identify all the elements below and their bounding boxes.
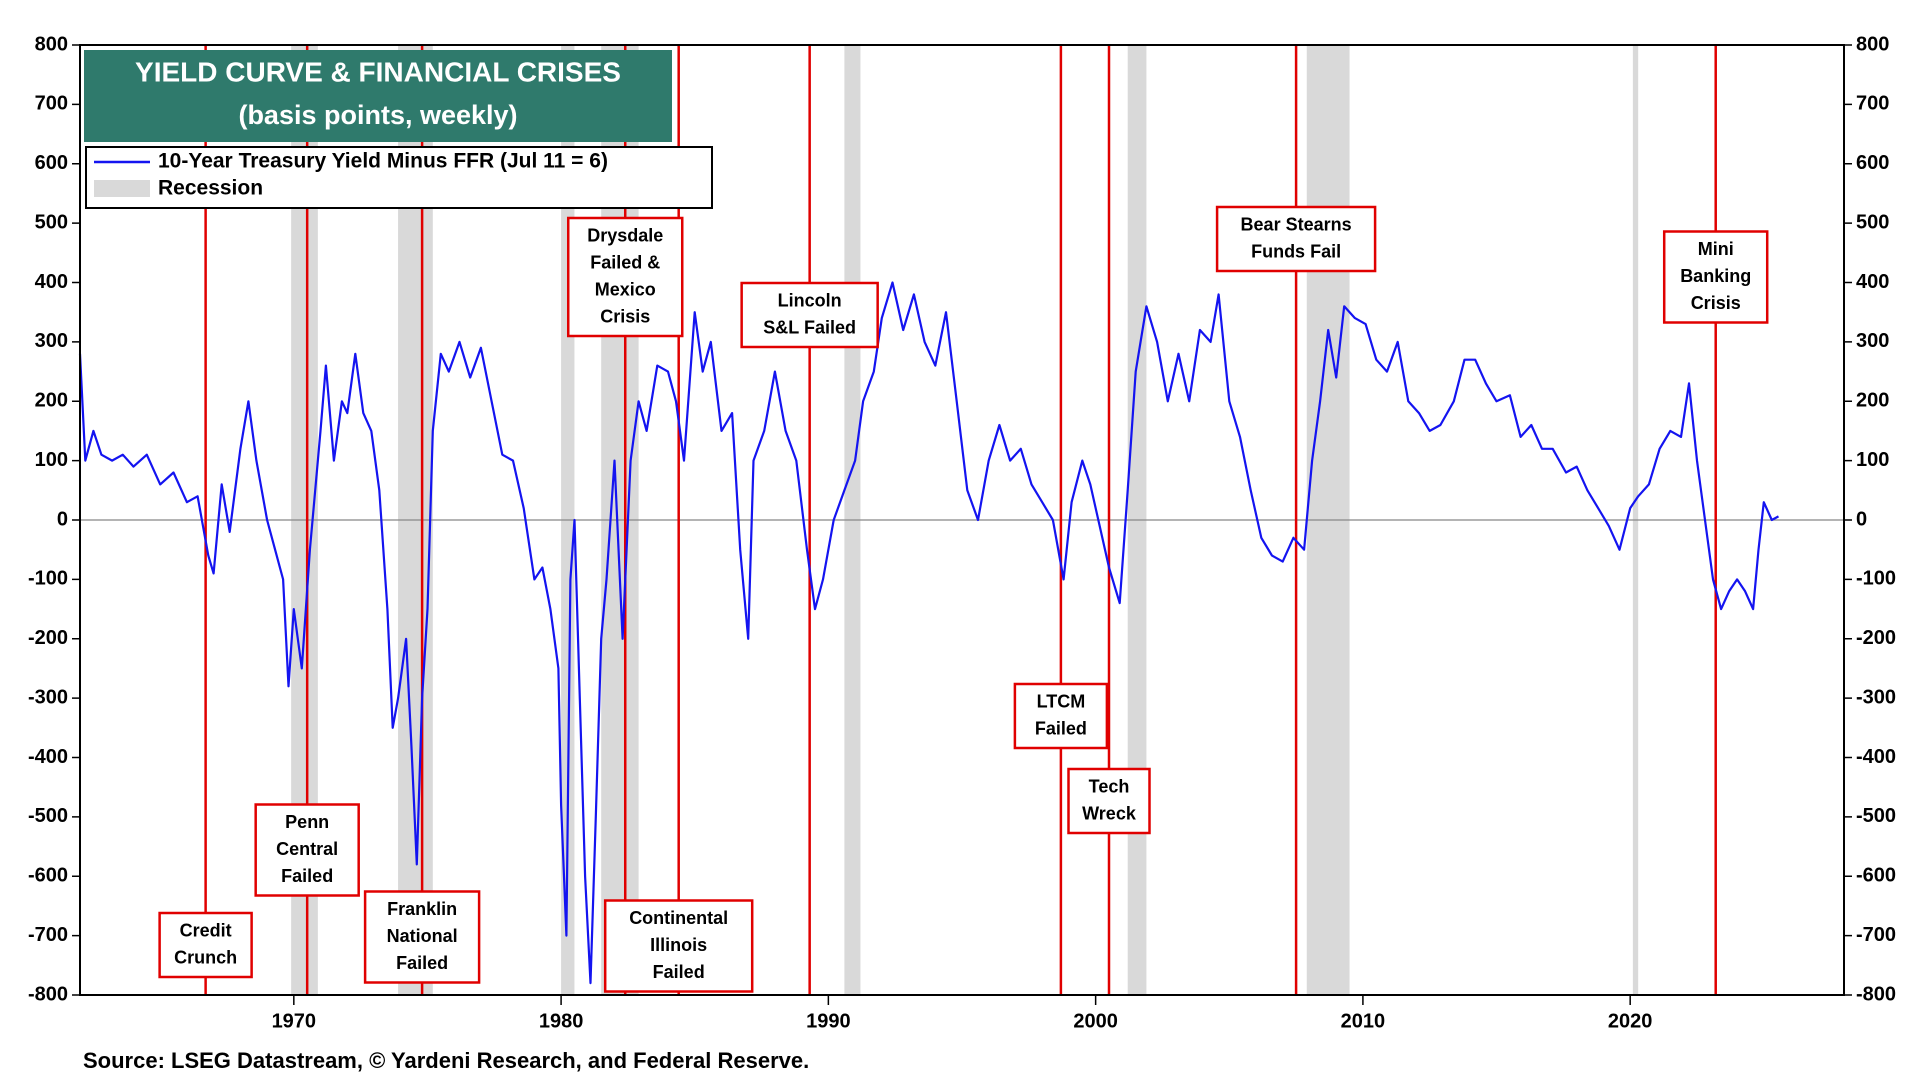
title-box: [84, 50, 672, 142]
x-tick-label: 2010: [1341, 1010, 1386, 1032]
y-tick-label: 200: [35, 390, 68, 412]
annotation-text: Crisis: [1691, 293, 1741, 313]
annotation-box: [363, 890, 481, 984]
y-tick-label: 800: [35, 33, 68, 55]
y-tick-label: -400: [28, 746, 68, 768]
y2-tick-label: 400: [1856, 271, 1889, 293]
annotation-box: [566, 216, 684, 338]
annotation-text: Bear Stearns: [1241, 214, 1352, 234]
y2-tick-label: -300: [1856, 686, 1896, 708]
y2-tick-label: 800: [1856, 33, 1889, 55]
annotation-text: LTCM: [1037, 691, 1086, 711]
annotation-box: [740, 281, 879, 349]
annotation-text: Tech: [1089, 776, 1130, 796]
legend-recession-swatch: [94, 180, 150, 197]
annotation-box: [254, 803, 360, 897]
y-tick-label: -300: [28, 686, 68, 708]
source-note: Source: LSEG Datastream, © Yardeni Resea…: [83, 1048, 809, 1073]
y2-tick-label: -100: [1856, 568, 1896, 590]
annotation-text: Banking: [1680, 266, 1751, 286]
y2-tick-label: 600: [1856, 152, 1889, 174]
y-tick-label: 0: [57, 508, 68, 530]
y-tick-label: -700: [28, 924, 68, 946]
x-tick-label: 2000: [1073, 1010, 1118, 1032]
chart-title: YIELD CURVE & FINANCIAL CRISES: [135, 56, 621, 87]
y-tick-label: 400: [35, 271, 68, 293]
x-tick-label: 1980: [539, 1010, 584, 1032]
y2-tick-label: -400: [1856, 746, 1896, 768]
y-tick-label: -500: [28, 805, 68, 827]
annotation-box: [603, 899, 754, 993]
annotation-text: Franklin: [387, 899, 457, 919]
x-tick-label: 1990: [806, 1010, 851, 1032]
annotation-text: Failed &: [590, 252, 660, 272]
annotation-text: Mexico: [595, 279, 656, 299]
y2-tick-label: 0: [1856, 508, 1867, 530]
y2-tick-label: 200: [1856, 390, 1889, 412]
annotation-text: Failed: [281, 866, 333, 886]
annotation-text: Credit: [180, 920, 232, 940]
annotation-text: Failed: [653, 962, 705, 982]
x-tick-label: 1970: [272, 1010, 317, 1032]
y-tick-label: -600: [28, 865, 68, 887]
annotation-box: [158, 911, 253, 979]
annotation-text: Crunch: [174, 947, 237, 967]
y-tick-label: 600: [35, 152, 68, 174]
legend-label: 10-Year Treasury Yield Minus FFR (Jul 11…: [158, 150, 608, 173]
annotation-text: Penn: [285, 812, 329, 832]
annotation-text: Failed: [1035, 718, 1087, 738]
y2-tick-label: 300: [1856, 330, 1889, 352]
y-tick-label: -200: [28, 627, 68, 649]
annotation-text: Mini: [1698, 239, 1734, 259]
y2-tick-label: -500: [1856, 805, 1896, 827]
series-line: [78, 281, 1780, 985]
annotation-text: National: [387, 926, 458, 946]
annotation-text: Funds Fail: [1251, 241, 1341, 261]
annotation-text: S&L Failed: [763, 317, 856, 337]
y2-tick-label: -800: [1856, 983, 1896, 1005]
legend-box: [85, 146, 713, 209]
y-tick-label: -800: [28, 983, 68, 1005]
annotation-text: Continental: [629, 908, 728, 928]
annotation-text: Failed: [396, 953, 448, 973]
y-tick-label: 100: [35, 449, 68, 471]
y2-tick-label: -200: [1856, 627, 1896, 649]
y-tick-label: 300: [35, 330, 68, 352]
y-tick-label: 700: [35, 93, 68, 115]
annotation-box: [1215, 205, 1377, 273]
annotation-box: [1067, 767, 1151, 835]
annotation-text: Central: [276, 839, 338, 859]
y2-tick-label: 500: [1856, 211, 1889, 233]
annotation-text: Lincoln: [778, 290, 842, 310]
y-tick-label: 500: [35, 211, 68, 233]
annotation-text: Crisis: [600, 306, 650, 326]
annotation-box: [1013, 682, 1109, 750]
legend-label: Recession: [158, 177, 263, 200]
annotation-text: Illinois: [650, 935, 707, 955]
annotation-text: Wreck: [1082, 803, 1137, 823]
x-tick-label: 2020: [1608, 1010, 1653, 1032]
y2-tick-label: 100: [1856, 449, 1889, 471]
y2-tick-label: 700: [1856, 93, 1889, 115]
y2-tick-label: -600: [1856, 865, 1896, 887]
annotation-box: [1662, 230, 1769, 324]
y-tick-label: -100: [28, 568, 68, 590]
chart-subtitle: (basis points, weekly): [238, 100, 517, 130]
plot-frame: [79, 44, 1845, 996]
y2-tick-label: -700: [1856, 924, 1896, 946]
annotation-text: Drysdale: [587, 225, 663, 245]
